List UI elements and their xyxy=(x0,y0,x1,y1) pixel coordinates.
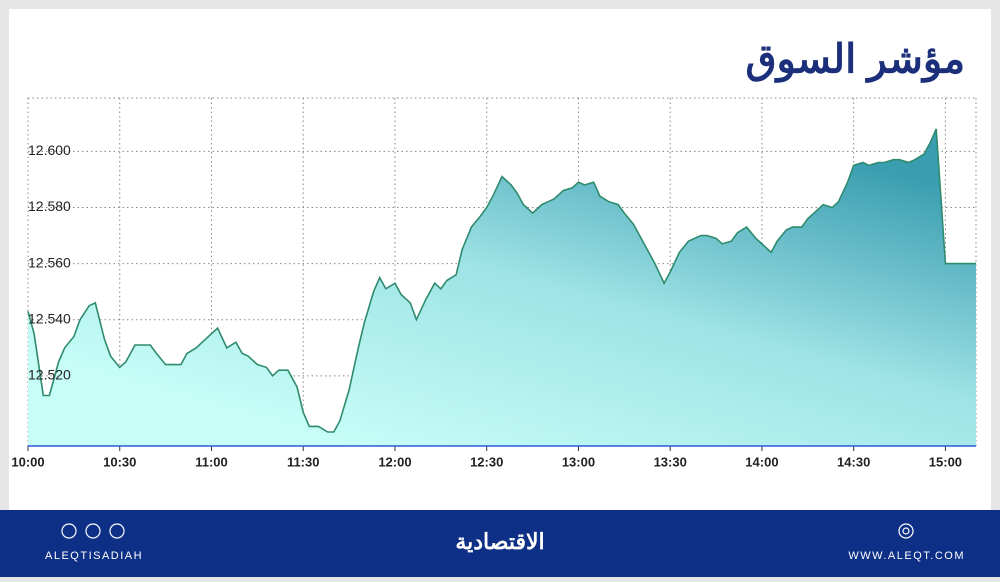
x-tick-label: 12:30 xyxy=(470,454,503,469)
x-tick-label: 14:30 xyxy=(837,454,870,469)
footer-logo: الاقتصادية xyxy=(455,529,544,554)
chart-title: مؤشر السوق xyxy=(746,38,965,84)
x-tick-label: 14:00 xyxy=(745,454,778,469)
x-tick-label: 11:00 xyxy=(195,454,228,469)
line xyxy=(27,128,976,433)
x-tick-label: 12:00 xyxy=(378,454,411,469)
y-tick-label: 12.580 xyxy=(28,198,71,214)
x-tick-label: 11:30 xyxy=(287,454,320,469)
footer-bar xyxy=(0,510,1000,577)
x-tick-label: 15:00 xyxy=(929,454,962,469)
y-tick-label: 12.600 xyxy=(28,142,71,158)
footer-left: ALEQTISADIAH xyxy=(45,550,143,562)
x-tick-label: 10:00 xyxy=(11,454,44,469)
x-tick-label: 13:30 xyxy=(654,454,687,469)
y-tick-label: 12.520 xyxy=(28,367,71,383)
y-tick-label: 12.540 xyxy=(28,310,71,326)
social-icons xyxy=(61,523,914,539)
x-tick-label: 10:30 xyxy=(103,454,136,469)
x-tick-label: 13:00 xyxy=(562,454,595,469)
y-tick-label: 12.560 xyxy=(28,254,71,270)
area xyxy=(28,128,976,446)
footer-right: WWW.ALEQT.COM xyxy=(848,550,965,562)
